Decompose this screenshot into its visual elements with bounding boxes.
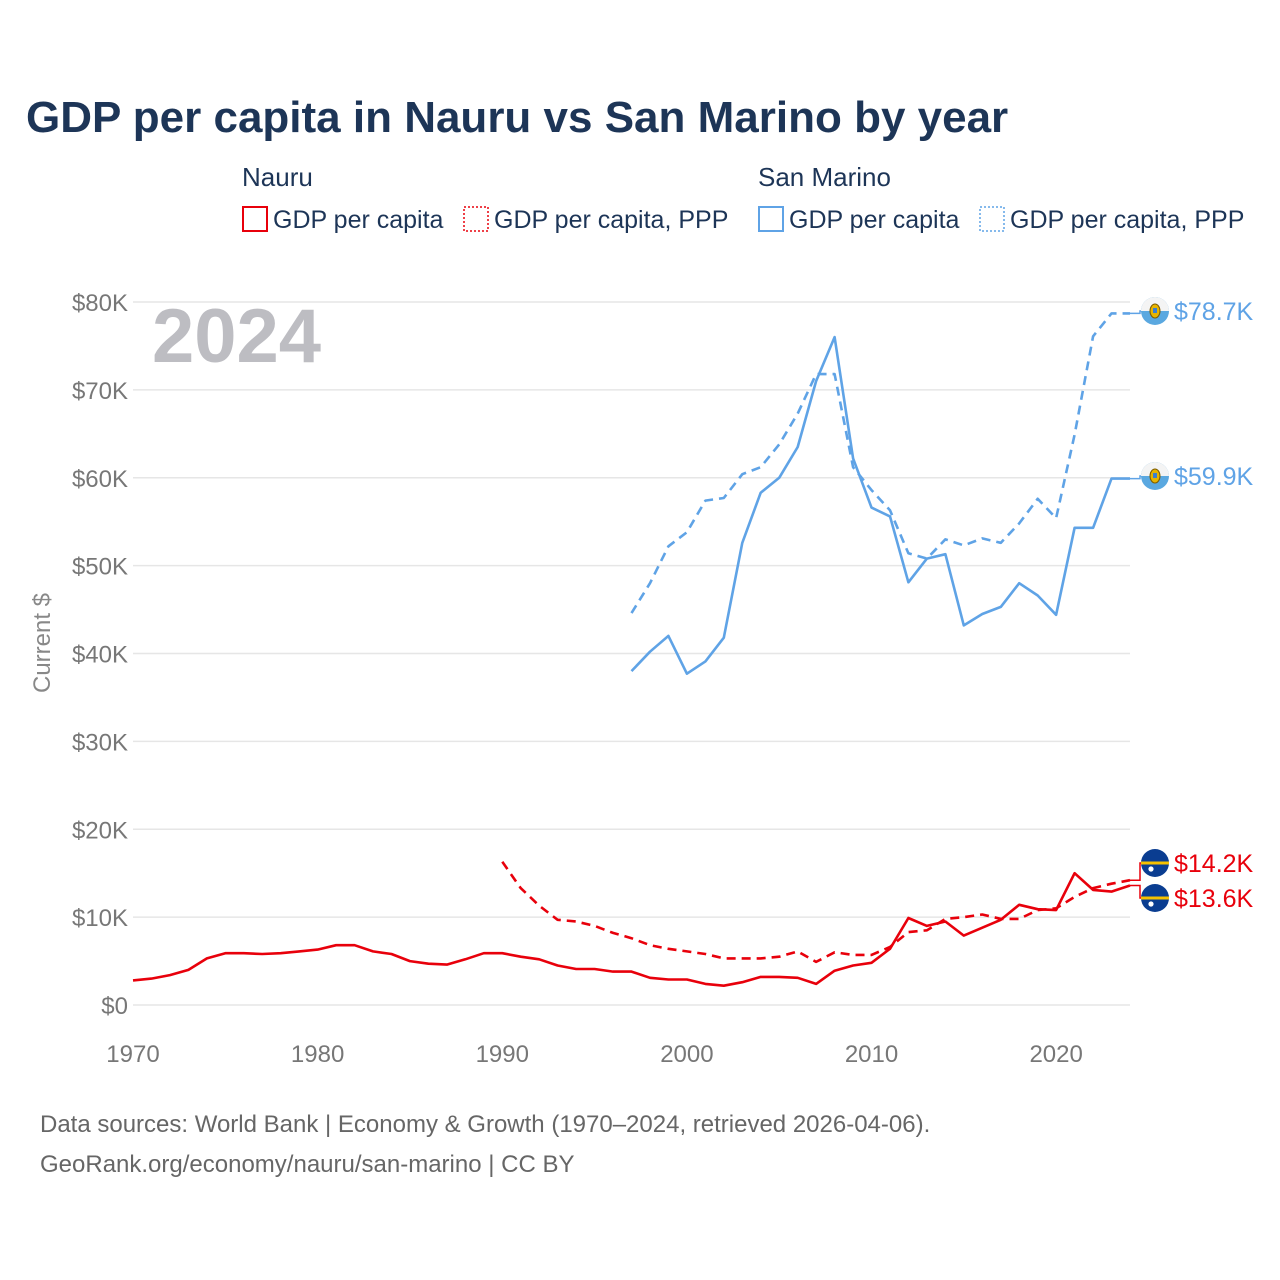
end-label-nauru-gdp-per-capita-ppp: $14.2K [1130,849,1254,881]
y-tick-label: $40K [72,642,128,669]
y-tick-label: $30K [72,729,128,756]
source-line-2: GeoRank.org/economy/nauru/san-marino | C… [40,1151,574,1178]
series-line-nauru-gdp-per-capita-ppp[interactable] [501,861,1131,964]
legend: Nauru GDP per capita GDP per capita, PPP Sa… [242,162,1244,234]
grid [133,301,1130,1006]
legend-item-nauru-gdp[interactable]: GDP per capita [273,206,444,234]
y-tick-label: $60K [72,466,128,493]
y-tick-label: $70K [72,378,128,405]
y-axis-label: Current $ [29,593,56,693]
y-tick-label: $80K [72,290,128,317]
y-tick-label: $20K [72,817,128,844]
series-line-nauru-gdp-per-capita[interactable] [132,871,1131,988]
end-label-nauru-gdp-per-capita: $13.6K [1130,884,1254,913]
x-tick-label: 1980 [291,1041,344,1068]
series-line-san-marino-gdp-per-capita[interactable] [630,335,1131,676]
x-axis: 1970 1980 1990 2000 2010 2020 [106,1041,1083,1068]
chart-title: GDP per capita in Nauru vs San Marino by… [26,93,1008,142]
legend-item-san-marino-gdp[interactable]: GDP per capita [789,206,960,234]
end-label-value: $59.9K [1174,463,1254,491]
legend-item-nauru-ppp[interactable]: GDP per capita, PPP [494,206,728,234]
x-tick-label: 1990 [476,1041,529,1068]
year-watermark: 2024 [152,294,321,379]
legend-swatch-nauru-gdp[interactable] [242,206,268,232]
y-tick-label: $50K [72,554,128,581]
end-label-value: $78.7K [1174,298,1254,326]
end-label-value: $13.6K [1174,885,1254,913]
x-tick-label: 2010 [845,1041,898,1068]
y-axis: $0 $10K $20K $30K $40K $50K $60K $70K $80K [72,290,128,1020]
y-tick-label: $0 [101,993,128,1020]
legend-group-san-marino: San Marino [758,162,891,192]
legend-swatch-san-marino-ppp[interactable] [979,206,1005,232]
legend-swatch-san-marino-gdp[interactable] [758,206,784,232]
x-tick-label: 2020 [1029,1041,1082,1068]
x-tick-label: 2000 [660,1041,713,1068]
y-tick-label: $10K [72,905,128,932]
legend-item-san-marino-ppp[interactable]: GDP per capita, PPP [1010,206,1244,234]
legend-swatch-nauru-ppp[interactable] [463,206,489,232]
x-tick-label: 1970 [106,1041,159,1068]
end-label-value: $14.2K [1174,850,1254,878]
series-layer [132,312,1131,988]
end-labels: $13.6K $14.2K $59.9K $78.7K [1130,297,1254,913]
legend-group-nauru: Nauru [242,162,313,192]
series-line-san-marino-gdp-per-capita-ppp[interactable] [630,312,1131,614]
end-label-san-marino-gdp-per-capita-ppp: $78.7K [1130,297,1254,326]
end-label-san-marino-gdp-per-capita: $59.9K [1130,462,1254,491]
source-line-1: Data sources: World Bank | Economy & Gro… [40,1111,930,1138]
